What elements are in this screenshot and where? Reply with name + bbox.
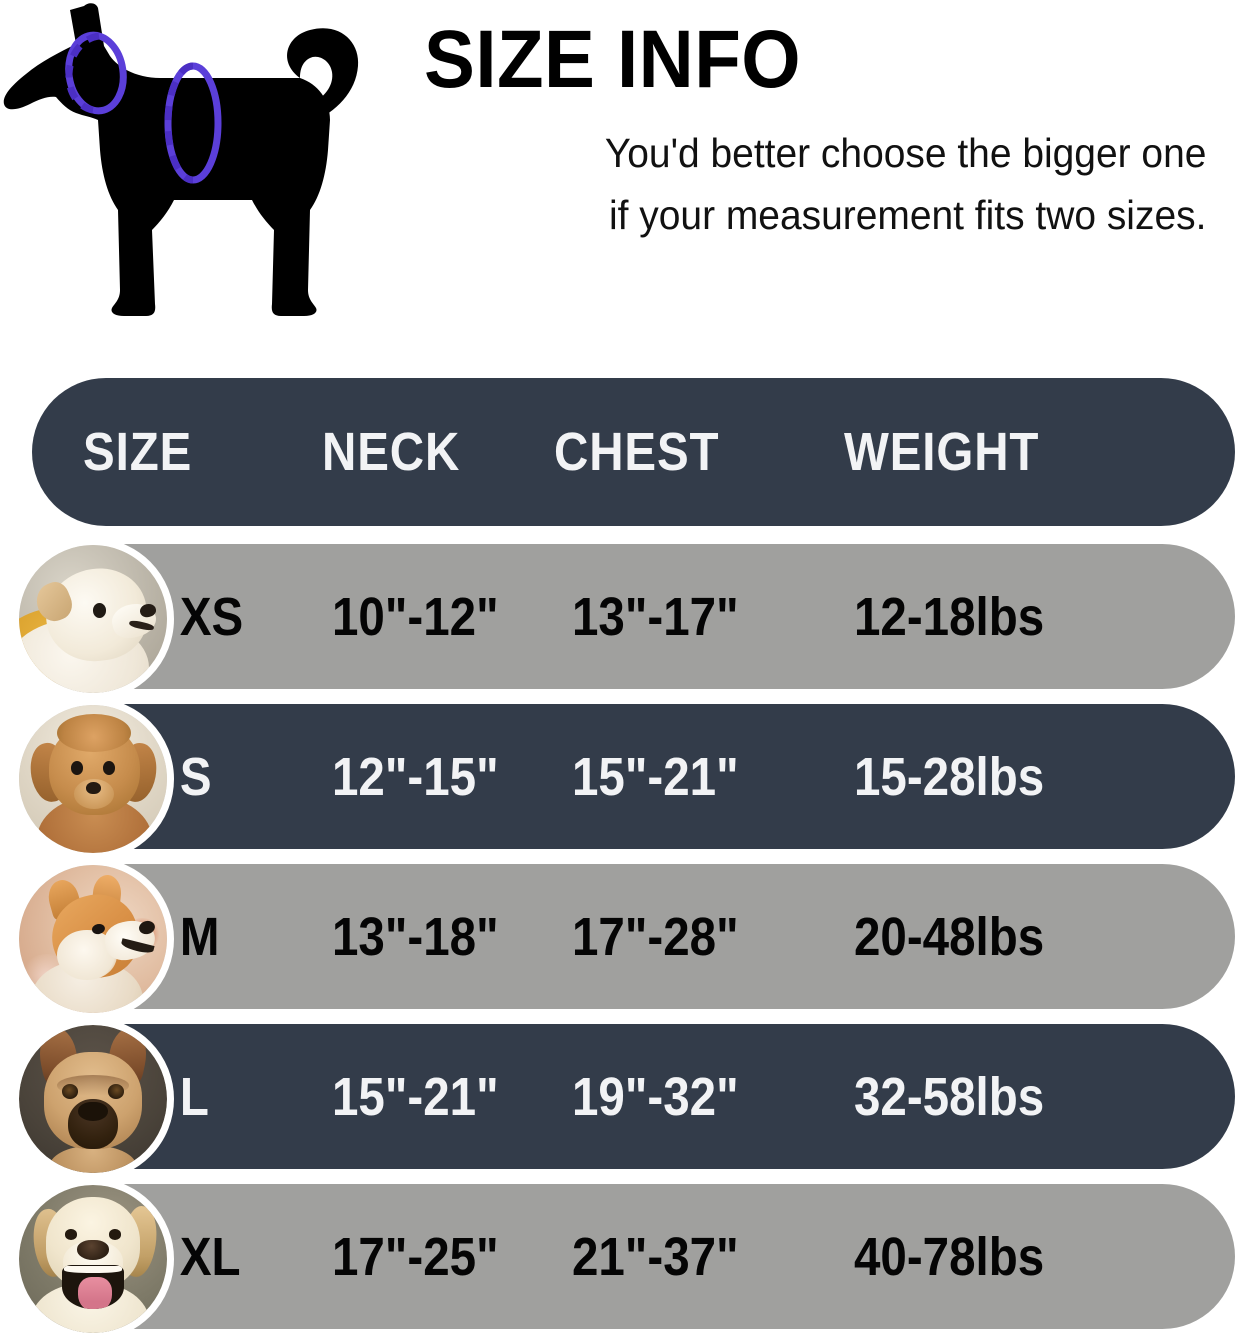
cell-chest: 15"-21": [572, 746, 739, 807]
cell-neck: 10"-12": [332, 586, 499, 647]
row-pill-m: [32, 864, 1235, 1009]
pomeranian-photo: [12, 538, 174, 700]
cell-chest: 13"-17": [572, 586, 739, 647]
size-table: SIZE NECK CHEST WEIGHT XS 10"-12": [0, 378, 1246, 1344]
header-pill: [32, 378, 1235, 526]
cell-weight: 12-18lbs: [854, 586, 1045, 647]
row-pill-xs: [32, 544, 1235, 689]
table-row: L 15"-21" 19"-32" 32-58lbs: [0, 1018, 1246, 1180]
header-section: SIZE INFO You'd better choose the bigger…: [0, 0, 1246, 360]
heading-block: SIZE INFO You'd better choose the bigger…: [424, 16, 1214, 246]
cell-size: XS: [179, 586, 244, 647]
cell-weight: 40-78lbs: [854, 1226, 1045, 1287]
cell-weight: 32-58lbs: [854, 1066, 1045, 1127]
neck-measure-loop-dashed: [65, 32, 100, 114]
page-subtitle: You'd better choose the bigger one if yo…: [464, 122, 1215, 246]
dog-tail-shape: [287, 28, 359, 125]
table-row: S 12"-15" 15"-21" 15-28lbs: [0, 698, 1246, 860]
table-header-row: SIZE NECK CHEST WEIGHT: [0, 378, 1246, 526]
cell-size: XL: [179, 1226, 241, 1287]
cell-neck: 17"-25": [332, 1226, 499, 1287]
cell-neck: 13"-18": [332, 906, 499, 967]
row-pill-xl: [32, 1184, 1235, 1329]
cell-chest: 19"-32": [572, 1066, 739, 1127]
french-bulldog-photo: [12, 1018, 174, 1180]
cell-chest: 21"-37": [572, 1226, 739, 1287]
subtitle-line-2: if your measurement fits two sizes.: [608, 192, 1207, 238]
cell-size: S: [179, 746, 212, 807]
cell-chest: 17"-28": [572, 906, 739, 967]
cell-weight: 15-28lbs: [854, 746, 1045, 807]
column-header-weight: WEIGHT: [844, 422, 1040, 482]
cell-size: M: [179, 906, 220, 967]
cell-neck: 12"-15": [332, 746, 499, 807]
column-header-size: SIZE: [83, 422, 193, 482]
table-row: XL 17"-25" 21"-37" 40-78lbs: [0, 1178, 1246, 1340]
poodle-photo: [12, 698, 174, 860]
chest-measure-loop-dashed: [164, 62, 194, 184]
page-title: SIZE INFO: [424, 14, 802, 105]
shiba-inu-photo: [12, 858, 174, 1020]
dog-body-shape: [3, 3, 330, 316]
column-header-chest: CHEST: [554, 422, 720, 482]
column-header-neck: NECK: [322, 422, 461, 482]
cell-weight: 20-48lbs: [854, 906, 1045, 967]
subtitle-line-1: You'd better choose the bigger one: [604, 130, 1207, 176]
table-row: XS 10"-12" 13"-17" 12-18lbs: [0, 538, 1246, 700]
cell-neck: 15"-21": [332, 1066, 499, 1127]
row-pill-s: [32, 704, 1235, 849]
dog-measurement-silhouette: [0, 0, 400, 330]
cell-size: L: [179, 1066, 209, 1127]
row-pill-l: [32, 1024, 1235, 1169]
table-row: M 13"-18" 17"-28" 20-48lbs: [0, 858, 1246, 1020]
labrador-photo: [12, 1178, 174, 1340]
